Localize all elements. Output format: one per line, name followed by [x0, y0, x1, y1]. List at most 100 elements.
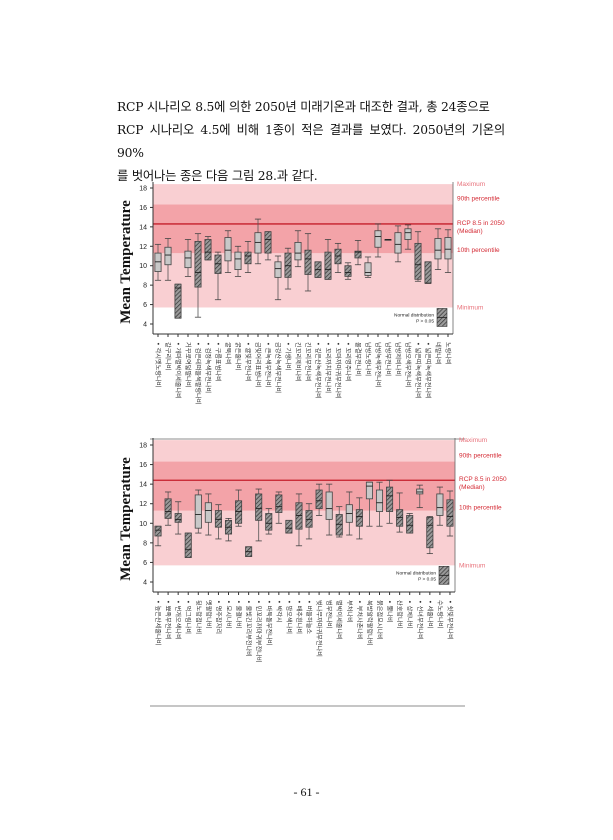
box-1: • 각시멧노랑나비 — [154, 243, 162, 387]
box-17: • 깊은산녹색부전나비 — [314, 261, 322, 399]
x-tick-label: • 쇳빛부전나비 — [446, 600, 454, 640]
box-plot-chart-1: 4 6 8 10 12 14 16 18 Mean Temperature Maximum 90th… — [118, 181, 505, 440]
box-plain — [436, 493, 444, 516]
x-tick-label: 남방부전나비 — [384, 342, 392, 376]
box-7: • 명주잠자리 — [214, 504, 222, 634]
x-tick-label: 금강산녹색부전나비 — [274, 342, 282, 393]
x-tick-label: 북방알락팔랑나비 — [365, 600, 373, 646]
x-tick-label: 멧팔랑나비 — [204, 600, 212, 628]
box-11: 금빛어리표범나비 — [254, 218, 262, 388]
box-hatched — [214, 510, 222, 528]
box-hatched — [446, 499, 454, 527]
box-hatched — [334, 248, 342, 265]
box-26: • 상제나비 — [406, 513, 414, 628]
box-hatched — [396, 509, 404, 527]
legend-normal-distribution: Normal distribution — [394, 312, 434, 318]
box-hatched — [295, 502, 303, 530]
box-hatched — [354, 250, 362, 259]
x-tick-label: 긴꼬리제비나비 — [294, 342, 302, 382]
y-tick-label: 14 — [139, 224, 147, 231]
x-tick-label: • 상제나비 — [406, 600, 414, 628]
box-plain — [364, 262, 372, 276]
legend-p-value: P > 0.05 — [416, 318, 434, 324]
label-90th-percentile: 90th percentile — [457, 196, 500, 203]
box-6: • 검정녹색부전나비 — [204, 236, 212, 393]
box-plain — [444, 237, 452, 260]
box-18: 범부전나비 — [325, 483, 333, 628]
box-9: 굵은줄나비 — [234, 245, 242, 370]
x-tick-label: • 큰녹색부전나비 — [264, 342, 272, 387]
y-tick-label: 6 — [143, 560, 147, 567]
x-tick-label: • 꼬마까마귀부전나비 — [334, 342, 342, 399]
x-tick-label: 별박이세줄나비 — [335, 600, 343, 640]
box-hatched — [284, 252, 292, 278]
box-9: • 물결나비 — [235, 489, 243, 628]
box-plain — [234, 251, 242, 271]
box-hatched — [285, 519, 293, 534]
x-tick-label: 거꾸로여덟팔나비 — [184, 342, 192, 388]
label-rcp-median: RCP 8.5 in 2050 — [459, 476, 507, 483]
x-tick-label: • 깊은산녹색부전나비 — [314, 342, 322, 399]
x-tick-label: 남방노랑나비 — [364, 342, 372, 376]
x-tick-label: • 검은테떠들썩팔랑나비 — [194, 342, 202, 405]
box-hatched — [355, 509, 363, 527]
box-3: • 개마별박이세줄나비 — [174, 283, 182, 399]
x-tick-label: • 뾰족부전나비 — [164, 600, 172, 640]
box-hatched — [174, 283, 182, 319]
box-plain — [374, 230, 382, 248]
x-tick-label: • 넓은띠녹색부전나비 — [424, 342, 432, 399]
box-plot-chart-2: 4 6 8 10 12 14 16 18 Mean Temperature Maximum 90th… — [118, 437, 507, 707]
paragraph-line-1: RCP 시나리오 8.5에 의한 2050년 미래기온과 대조한 결과, 총 2… — [117, 100, 490, 114]
box-30: • 쇳빛부전나비 — [446, 490, 454, 640]
box-hatched — [184, 532, 192, 558]
box-hatched — [426, 517, 434, 549]
box-plain — [434, 238, 442, 260]
y-tick-label: 12 — [139, 501, 147, 508]
box-plain — [375, 489, 384, 512]
x-tick-label: • 물결나비 — [235, 600, 243, 628]
box-21: 물결부전나비 — [354, 240, 362, 376]
box-plain — [274, 261, 282, 278]
box-hatched — [255, 493, 263, 521]
x-tick-label: • 부처사촌나비 — [355, 600, 363, 640]
box-14: • 기생나비 — [284, 247, 292, 370]
box-hatched — [315, 489, 323, 510]
x-tick-label: 노랑나비 — [444, 342, 452, 365]
x-tick-label: • 민꼬리까마귀부전나비 — [255, 600, 263, 663]
x-tick-label: 긴꼬리부전나비 — [304, 342, 312, 382]
x-tick-label: • 물빛긴꼬리부전나비 — [245, 600, 253, 657]
box-hatched — [414, 242, 422, 280]
legend-normal-distribution: Normal distribution — [396, 570, 436, 576]
box-12: • 바둑돌부전나비 — [265, 508, 273, 645]
box-3: • 번개오색나비 — [174, 501, 182, 640]
y-tick-label: 14 — [139, 482, 147, 489]
box-16: 긴꼬리부전나비 — [304, 233, 312, 382]
box-hatched — [174, 513, 182, 523]
body-paragraph: RCP 시나리오 8.5에 의한 2050년 미래기온과 대조한 결과, 총 2… — [117, 96, 505, 188]
x-tick-label: 남방오색부전나비 — [404, 342, 412, 388]
box-8: 굴뚝나비 — [224, 230, 232, 365]
box-hatched — [305, 510, 313, 528]
box-hatched — [265, 513, 273, 531]
box-23: 남방녹색부전나비 — [374, 223, 382, 388]
x-tick-label: • 검정녹색부전나비 — [204, 342, 212, 393]
box-plain — [365, 481, 373, 500]
x-tick-label: 벚나무까마귀부전나비 — [315, 600, 323, 657]
box-hatched — [164, 498, 172, 519]
x-tick-label: • 귤빛부전나비 — [244, 342, 252, 382]
box-25: 남방제비나비 — [394, 225, 402, 376]
box-27: • 넓은띠녹색부전나비 — [414, 231, 422, 399]
x-tick-label: • 각시멧노랑나비 — [154, 342, 162, 387]
label-90th-percentile: 90th percentile — [459, 453, 502, 460]
label-minimum: Minimum — [459, 562, 485, 569]
box-26: 남방오색부전나비 — [404, 224, 412, 388]
band-10th-90th — [153, 204, 453, 254]
box-plain — [194, 494, 202, 529]
box-15: 긴꼬리제비나비 — [294, 230, 302, 382]
box-5: • 검은테떠들썩팔랑나비 — [194, 233, 202, 405]
box-13: • 박각시 — [275, 491, 283, 623]
paragraph-line-2: RCP 시나리오 4.5에 비해 1종이 적은 결과를 보였다. 2050년의 … — [117, 123, 505, 160]
paragraph-line-3: 를 벗어나는 종은 다음 그림 28.과 같다. — [117, 169, 318, 183]
box-hatched — [424, 261, 432, 284]
box-30: 노랑나비 — [444, 229, 452, 365]
